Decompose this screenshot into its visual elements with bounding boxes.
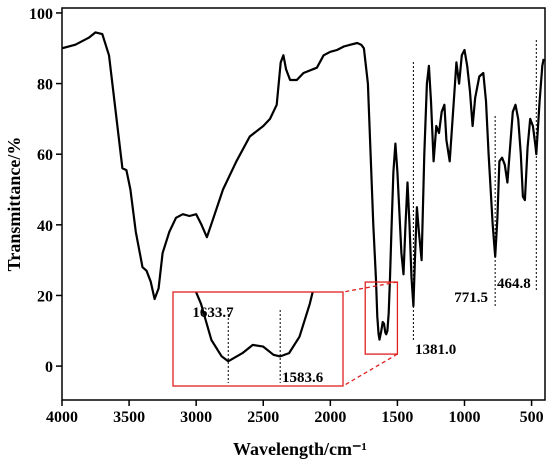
y-tick-label: 40 [37,218,53,235]
y-tick-label: 100 [29,6,53,23]
x-axis-label: Wavelength/cm⁻¹ [233,439,367,459]
annotation-label: 1583.6 [282,370,324,386]
annotation-label: 771.5 [454,290,488,306]
annotation-label: 1633.7 [192,305,234,321]
x-tick-label: 2000 [314,409,346,426]
annotation-label: 464.8 [497,276,531,292]
zoom-connector [342,353,398,387]
y-tick-label: 0 [45,359,53,376]
x-tick-label: 500 [520,409,544,426]
y-axis-label: Transmittance/% [4,137,24,272]
x-tick-label: 3000 [180,409,212,426]
y-tick-label: 60 [37,147,53,164]
y-tick-label: 80 [37,77,53,94]
zoom-box [364,281,399,355]
x-tick-label: 4000 [46,409,78,426]
x-tick-label: 1500 [381,409,413,426]
annotation-label: 1381.0 [415,342,456,358]
inset-frame [172,291,344,387]
plot-frame [61,7,546,401]
y-tick-label: 20 [37,288,53,305]
x-tick-label: 2500 [247,409,279,426]
x-tick-label: 3500 [113,409,145,426]
spectrum-line [62,31,545,341]
zoom-connector [342,281,398,293]
x-tick-label: 1000 [449,409,481,426]
